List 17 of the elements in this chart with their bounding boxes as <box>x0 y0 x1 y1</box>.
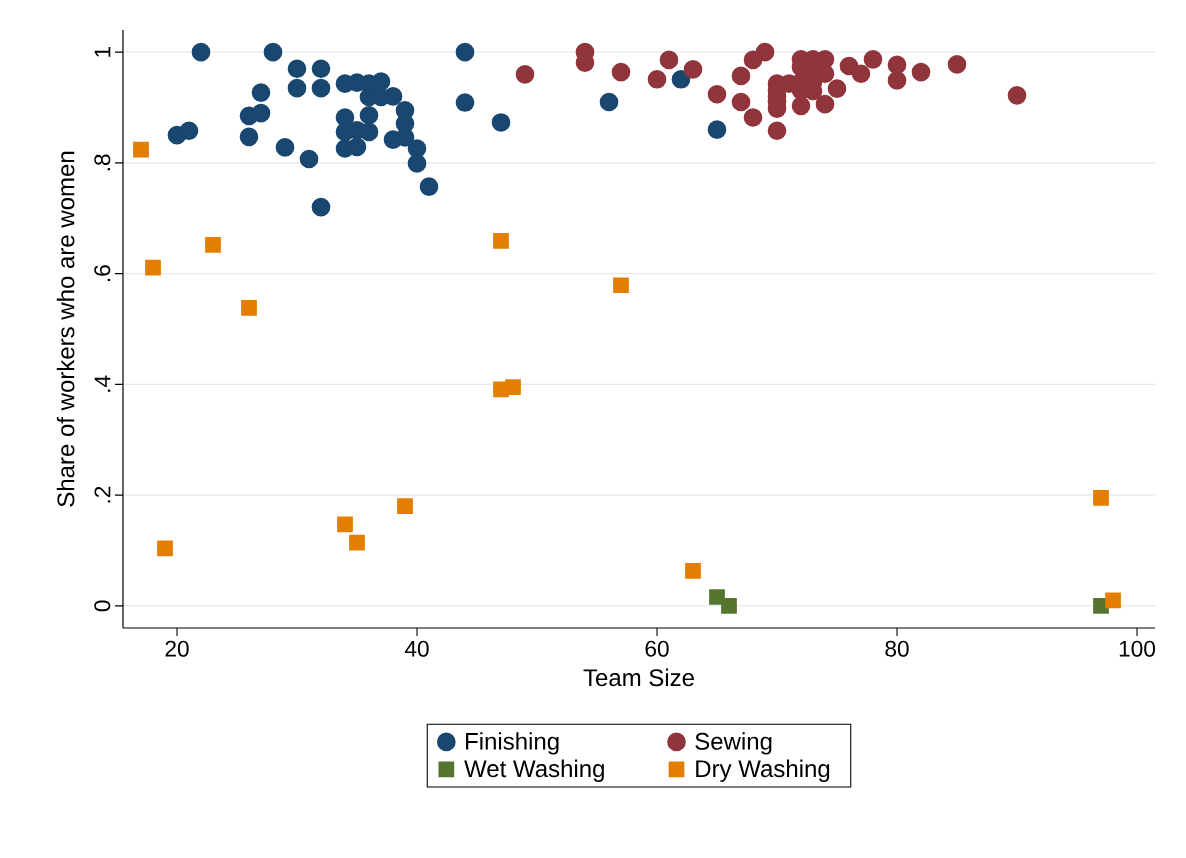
y-tick-label: .8 <box>94 154 111 171</box>
x-tick-label: 80 <box>885 640 909 657</box>
y-tick-label: 1 <box>94 46 111 57</box>
legend-label: Finishing <box>466 732 559 755</box>
x-tick-label: 60 <box>645 640 669 657</box>
x-tick-label: 40 <box>404 640 429 657</box>
legend-label: Dry Washing <box>696 759 830 782</box>
y-tick-label: .6 <box>94 265 111 282</box>
x-tick-label: 100 <box>1119 640 1156 657</box>
y-tick-label: .4 <box>94 375 111 392</box>
legend-label: Sewing <box>695 732 772 755</box>
x-tick-label: 20 <box>165 640 189 657</box>
legend-label: Wet Washing <box>464 759 604 782</box>
y-tick-label: .2 <box>94 486 111 503</box>
x-axis-title: Team Size <box>583 668 694 687</box>
y-axis-title: Share of workers who are women <box>56 151 75 507</box>
y-tick-label: 0 <box>94 600 111 612</box>
